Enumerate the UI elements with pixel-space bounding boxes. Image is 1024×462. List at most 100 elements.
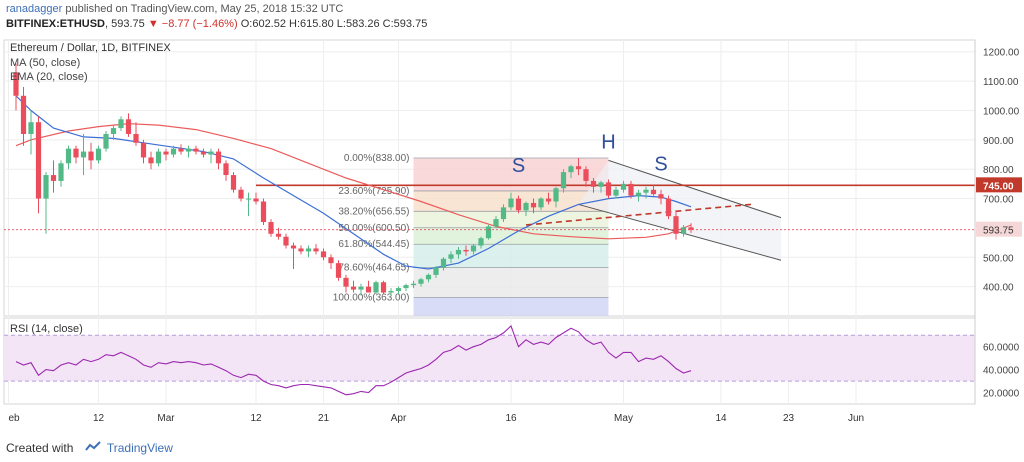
- time-axis-tick: 23: [783, 413, 795, 424]
- time-axis-tick: May: [614, 413, 633, 424]
- rsi-axis-tick: 20.0000: [983, 389, 1020, 400]
- candle-body: [320, 251, 327, 258]
- candle-body: [43, 175, 49, 199]
- ma50-legend: MA (50, close): [10, 57, 80, 69]
- candle-body: [358, 286, 364, 290]
- candle-body: [470, 245, 477, 252]
- price-axis-tick: 500.00: [983, 253, 1014, 264]
- candle-body: [328, 257, 334, 264]
- candle-body: [350, 286, 357, 290]
- candle-body: [605, 182, 612, 196]
- candle-body: [170, 148, 177, 155]
- chart-header: ranadagger published on TradingView.com,…: [0, 0, 1024, 36]
- candle-body: [493, 219, 499, 227]
- ma50-line: [15, 123, 692, 240]
- candle-body: [230, 175, 237, 190]
- candle-body: [620, 183, 627, 190]
- candle-body: [335, 263, 342, 278]
- publish-info: ranadagger published on TradingView.com,…: [6, 3, 343, 15]
- price-chart[interactable]: 1200.00 1100.00 1000.00 900.00 800.00 700.00 5…: [0, 36, 1024, 440]
- brand-link[interactable]: TradingView: [106, 441, 173, 455]
- candle-body: [58, 163, 64, 181]
- time-axis-tick: eb: [9, 413, 21, 424]
- candle-body: [133, 133, 139, 143]
- close-label: C:: [382, 18, 394, 30]
- candle-body: [20, 95, 27, 134]
- candle-body: [215, 151, 222, 164]
- candle-body: [50, 175, 57, 181]
- candle-body: [28, 122, 34, 134]
- candle-body: [688, 227, 694, 230]
- fib-level-label: 0.00%(838.00): [344, 153, 410, 164]
- candle-body: [388, 291, 394, 293]
- candle-body: [200, 151, 207, 155]
- price-axis-tick: 1100.00: [983, 77, 1019, 88]
- candle-body: [635, 192, 642, 196]
- low-label: L:: [336, 18, 346, 30]
- candle-body: [95, 148, 102, 161]
- candle-body: [628, 183, 634, 196]
- candle-body: [163, 151, 169, 155]
- candle-body: [140, 142, 147, 158]
- candle-body: [455, 249, 462, 255]
- footer: Created with TradingView: [6, 441, 173, 455]
- candle-body: [545, 198, 552, 202]
- fib-zone: [413, 267, 609, 298]
- channel-lower-line: [578, 203, 782, 261]
- candle-body: [418, 279, 424, 284]
- price-axis-tick: 1200.00: [983, 48, 1020, 59]
- time-axis-tick: Mar: [157, 413, 175, 424]
- time-axis-tick: 12: [250, 413, 262, 424]
- candle-body: [253, 198, 259, 202]
- candle-body: [365, 286, 372, 293]
- candle-body: [268, 222, 274, 234]
- time-axis-tick: 21: [318, 413, 330, 424]
- price-axis-tick: 800.00: [983, 165, 1014, 176]
- candle-body: [35, 122, 42, 199]
- low-value: 583.26: [345, 18, 380, 30]
- channel-upper-line: [608, 159, 782, 219]
- candle-body: [125, 119, 132, 134]
- fib-level-label: 38.20%(656.55): [338, 206, 409, 217]
- fib-zone: [413, 297, 609, 316]
- fib-level-label: 100.00%(363.00): [333, 293, 410, 304]
- candle-body: [613, 189, 619, 196]
- candle-body: [583, 169, 589, 181]
- pattern-annotation: S: [512, 155, 525, 177]
- candle-body: [275, 233, 282, 237]
- candle-body: [193, 148, 199, 152]
- candle-body: [73, 148, 79, 158]
- candle-body: [313, 248, 319, 252]
- fib-level-label: 23.60%(725.90): [338, 186, 409, 197]
- symbol-name: BITFINEX:ETHUSD: [6, 18, 105, 30]
- candle-body: [485, 226, 492, 239]
- resistance-price-tag: [976, 177, 1022, 193]
- fib-zone: [413, 227, 609, 245]
- candle-body: [410, 283, 417, 286]
- candle-body: [523, 202, 529, 211]
- candle-body: [680, 227, 687, 234]
- chart-title: Ethereum / Dollar, 1D, BITFINEX: [10, 42, 171, 54]
- candle-body: [403, 285, 409, 289]
- fib-level-label: 50.00%(600.50): [338, 223, 409, 234]
- candle-body: [283, 236, 289, 246]
- close-value: 593.75: [393, 18, 428, 30]
- last-price-label: 593.75: [983, 226, 1014, 237]
- candle-body: [440, 258, 447, 268]
- candle-body: [448, 254, 454, 259]
- rsi-axis-tick: 60.0000: [983, 343, 1020, 354]
- candle-body: [13, 72, 19, 96]
- last-price-tag: [976, 221, 1022, 237]
- candle-body: [245, 198, 252, 200]
- high-label: H:: [289, 18, 301, 30]
- ema20-legend: EMA (20, close): [10, 71, 88, 83]
- candle-body: [238, 189, 244, 199]
- candle-body: [478, 238, 484, 246]
- candle-body: [148, 157, 154, 164]
- author-link[interactable]: ranadagger: [6, 3, 63, 15]
- candle-body: [103, 133, 109, 149]
- fib-level-label: 78.60%(464.65): [338, 263, 409, 274]
- time-axis-tick: 14: [715, 413, 727, 424]
- price-axis-tick: 400.00: [983, 283, 1014, 294]
- pattern-annotation: H: [601, 132, 615, 154]
